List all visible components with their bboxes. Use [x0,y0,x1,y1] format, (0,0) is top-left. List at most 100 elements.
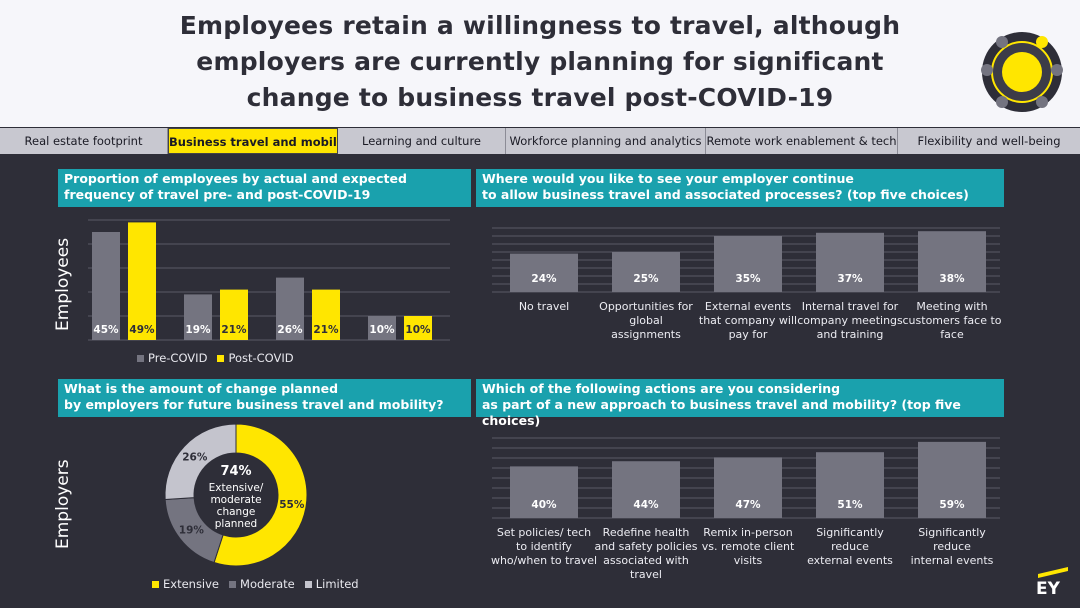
header: Employees retain a willingness to travel… [0,0,1080,127]
tab-business-travel-and-mobility[interactable]: Business travel and mobility [168,128,338,154]
donut-center-value: 74% [220,464,251,479]
donut-center-text: moderate [210,494,261,506]
employers-axis-label: Employers [53,459,73,549]
legend-label: Moderate [240,577,295,591]
bar [612,461,680,518]
travel-frequency-chart: 45% 49% 19% 21% 26% 21% 10% 10% [88,219,450,341]
legend-moderate: Moderate [229,577,295,591]
bar-value-label: 37% [837,273,863,285]
bar [918,231,986,292]
donut-center-text: change [217,506,256,518]
bar-pre-covid [92,232,120,340]
category-label: Significantly [816,526,884,539]
category-label: reduce [831,540,869,553]
category-label: No travel [519,300,569,313]
legend-label: Pre-COVID [148,351,208,365]
legend-limited: Limited [304,577,359,591]
donut-slice-limited [164,423,237,500]
bar-value-label: 10% [405,324,431,336]
legend-swatch [304,581,312,588]
donut-center-text: planned [215,518,257,530]
tab-flexibility-well-being[interactable]: Flexibility and well-being [898,128,1080,154]
page-title: Employees retain a willingness to travel… [120,8,960,116]
bar-value-label: 49% [129,324,155,336]
category-label: customers face to [903,314,1002,327]
legend-swatch [229,581,237,588]
bar [816,452,884,518]
bar-value-label: 24% [531,273,557,285]
legend-swatch [217,355,225,362]
category-label: who/when to travel [491,554,597,567]
category-label: global [629,314,663,327]
bar-value-label: 35% [735,273,761,285]
category-label: associated with [603,554,689,567]
bar-post-covid [220,289,248,340]
panel-title-line: Which of the following actions are you c… [482,381,841,396]
bar-value-label: 21% [221,324,247,336]
category-label: Redefine health [603,526,690,539]
continue-travel-chart: 24% No travel 25% Opportunities forglobalas… [492,227,1002,341]
panel-title-line: to allow business travel and associated … [482,187,969,202]
category-label: External events [705,300,791,313]
bar [510,466,578,518]
category-label: and safety policies [594,540,697,553]
ey-logo-beam [1038,567,1068,578]
donut-center-text: Extensive/ [209,482,264,494]
category-label: to identify [516,540,572,553]
framework-wheel-icon[interactable] [980,30,1064,114]
panel-title-line: frequency of travel pre- and post-COVID-… [64,187,371,202]
bar-value-label: 21% [313,324,339,336]
donut-slice-extensive [213,423,308,567]
category-label: assignments [611,328,681,341]
panel-change-planned-title: What is the amount of change planned by … [58,379,471,417]
category-label: Opportunities for [599,300,693,313]
category-label: company meetings [797,314,903,327]
bar-value-label: 45% [93,324,119,336]
bar-value-label: 19% [185,324,211,336]
bar-post-covid [312,289,340,340]
donut-value-label: 19% [179,525,205,537]
bar-value-label: 25% [633,273,659,285]
category-label: Remix in-person [703,526,792,539]
legend-swatch [152,581,159,588]
tab-learning-and-culture[interactable]: Learning and culture [338,128,506,154]
category-label: travel [630,568,662,581]
category-label: face [940,328,964,341]
bar-value-label: 10% [369,324,395,336]
bar-value-label: 40% [531,499,557,511]
bar-value-label: 38% [939,273,965,285]
bar-post-covid [128,222,156,340]
panel-title-line: by employers for future business travel … [64,397,444,412]
bar-post-covid [404,316,432,340]
category-label: Meeting with [916,300,987,313]
category-label: Internal travel for [802,300,899,313]
legend-extensive: Extensive [152,577,219,591]
category-label: Set policies/ tech [497,526,591,539]
tab-workforce-planning[interactable]: Workforce planning and analytics [506,128,706,154]
bar [714,457,782,518]
category-label: vs. remote client [702,540,795,553]
category-label: visits [734,554,763,567]
bar-value-label: 26% [277,324,303,336]
legend-pre-covid: Pre-COVID [137,351,207,365]
panel-actions-title: Which of the following actions are you c… [476,379,1004,428]
panel-travel-frequency-title: Proportion of employees by actual and ex… [58,169,471,207]
ey-logo: EY [1036,567,1068,596]
travel-frequency-legend: Pre-COVID Post-COVID [137,351,294,365]
title-line: change to business travel post-COVID-19 [246,83,834,112]
tab-real-estate-footprint[interactable]: Real estate footprint [0,128,168,154]
legend-label: Extensive [163,577,220,591]
legend-label: Limited [315,577,359,591]
category-label: pay for [729,328,768,341]
bar [816,232,884,292]
panel-continue-travel-title: Where would you like to see your employe… [476,169,1004,207]
bar-value-label: 59% [939,499,965,511]
bar-pre-covid [276,277,304,340]
ey-logo-text: EY [1036,579,1061,596]
legend-post-covid: Post-COVID [217,351,294,365]
category-label: and training [817,328,884,341]
legend-swatch [137,355,144,362]
panel-title-line: Where would you like to see your employe… [482,171,854,186]
tab-remote-work[interactable]: Remote work enablement & tech [706,128,898,154]
